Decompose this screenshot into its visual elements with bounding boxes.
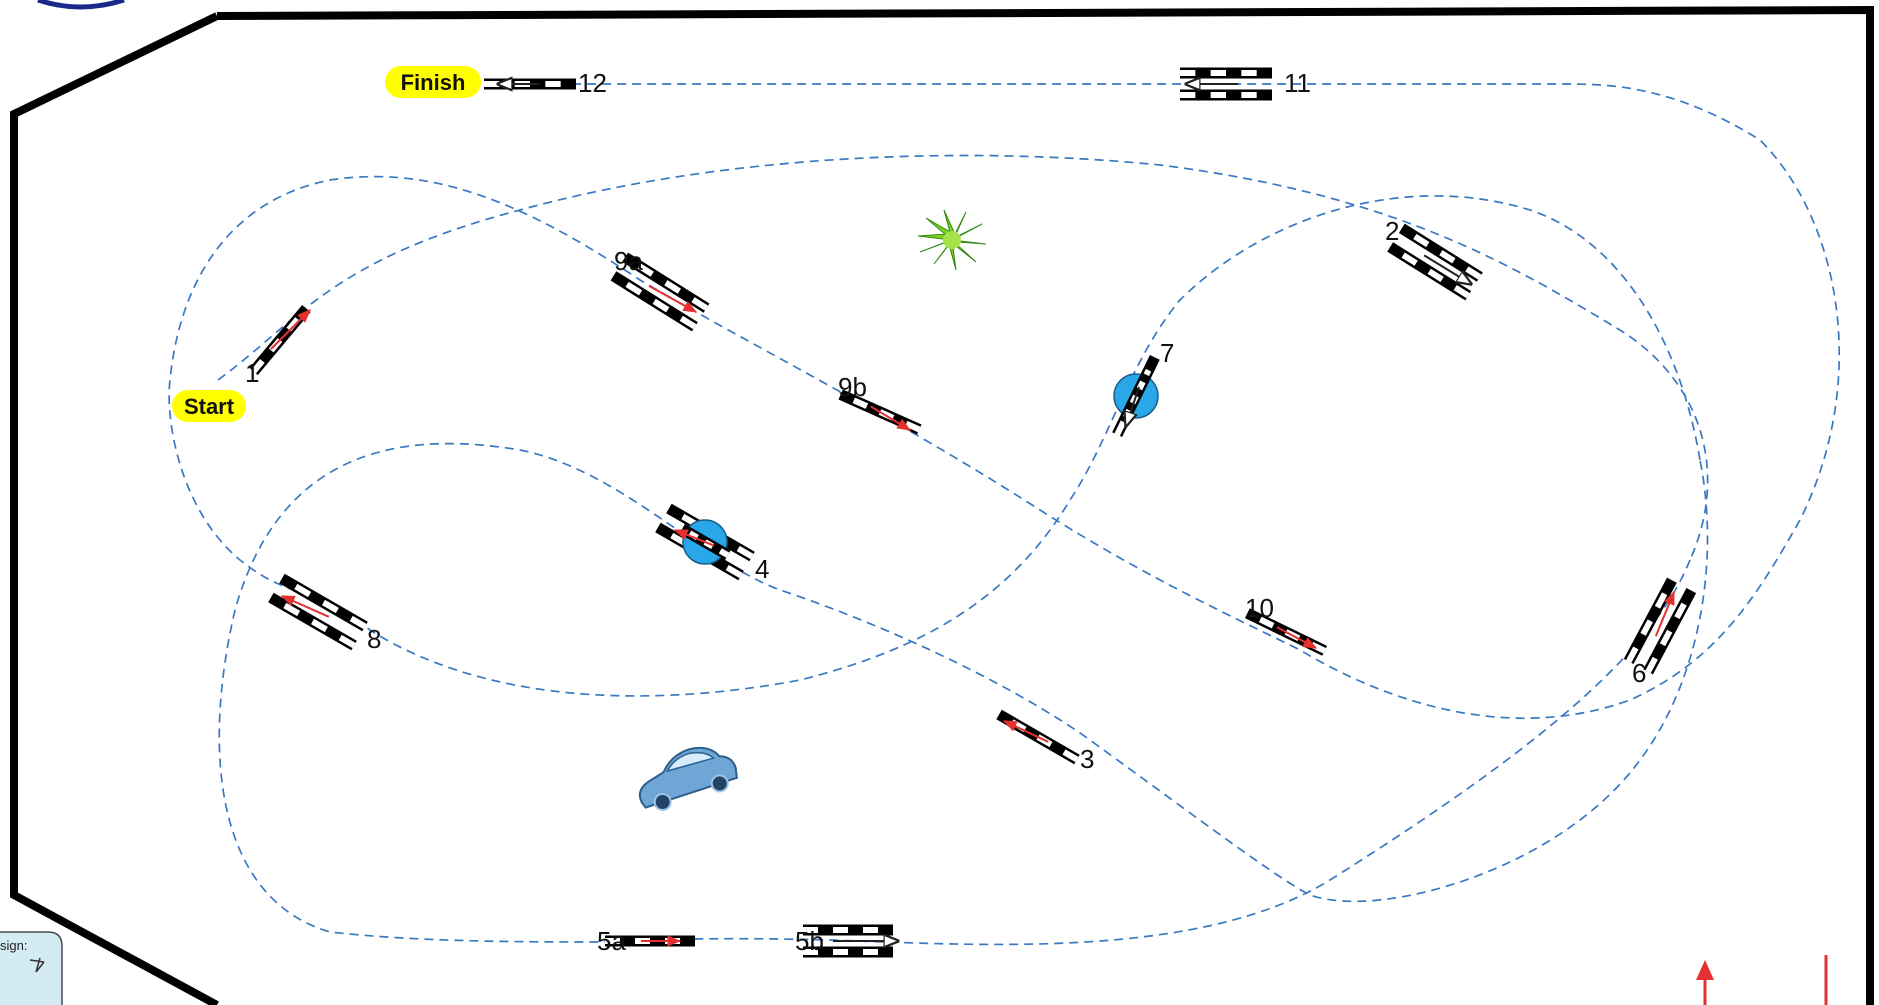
direction-arrow-icon (648, 285, 698, 313)
gate-label-6: 6 (1632, 658, 1646, 688)
gate-label-12: 12 (578, 68, 607, 98)
gate-label-9b: 9b (838, 372, 867, 402)
gate-11 (1180, 67, 1272, 101)
direction-arrow-icon (1002, 720, 1049, 743)
gate-label-7: 7 (1160, 338, 1174, 368)
gate-12 (484, 79, 576, 90)
gate-label-10: 10 (1245, 593, 1274, 623)
scale-marker (1696, 955, 1828, 1005)
direction-arrow-icon (673, 529, 715, 547)
gate-5b (803, 924, 898, 958)
gate-9b (838, 389, 922, 435)
gate-label-4: 4 (755, 554, 769, 584)
gate-bars (803, 924, 893, 958)
gate-2 (1387, 223, 1483, 301)
gate-label-5a: 5a (597, 926, 626, 956)
gate-3 (996, 709, 1080, 765)
gate-7 (1112, 354, 1160, 438)
car-icon (638, 746, 738, 811)
gate-label-8: 8 (367, 624, 381, 654)
bush-icon (917, 209, 987, 271)
start-marker: Start (172, 390, 246, 422)
gate-4 (655, 503, 755, 581)
gate-9a (610, 252, 710, 332)
logo-fragment (37, 0, 125, 10)
direction-arrow-icon (1126, 386, 1140, 426)
gate-bars (1623, 577, 1697, 675)
gate-5a (605, 935, 695, 947)
gate-label-2: 2 (1385, 216, 1399, 246)
direction-arrow-icon (1276, 626, 1318, 649)
start-label: Start (184, 394, 235, 419)
gate-label-3: 3 (1080, 744, 1094, 774)
course-boundary (10, 5, 1874, 1005)
direction-arrow-icon (870, 405, 912, 431)
gate-1 (249, 305, 311, 375)
gate-10 (1244, 608, 1328, 656)
gate-label-9a: 9a (614, 246, 643, 276)
finish-label: Finish (401, 70, 466, 95)
direction-arrow-icon (1654, 590, 1675, 637)
driving-path (168, 83, 1841, 946)
design-note-text: sign: (0, 938, 27, 953)
direction-arrow-icon (1423, 254, 1471, 284)
direction-arrow-icon (280, 595, 330, 618)
gate-6 (1623, 577, 1697, 675)
direction-arrow-icon (270, 309, 311, 350)
gate-label-5b: 5b (795, 926, 824, 956)
gate-bars (610, 252, 710, 332)
design-note-bubble: sign: (0, 931, 63, 1005)
gate-bars (1180, 67, 1272, 101)
gate-8 (268, 573, 368, 651)
gate-label-11: 11 (1284, 68, 1311, 98)
finish-marker: Finish (385, 66, 481, 98)
gate-label-1: 1 (245, 358, 259, 388)
